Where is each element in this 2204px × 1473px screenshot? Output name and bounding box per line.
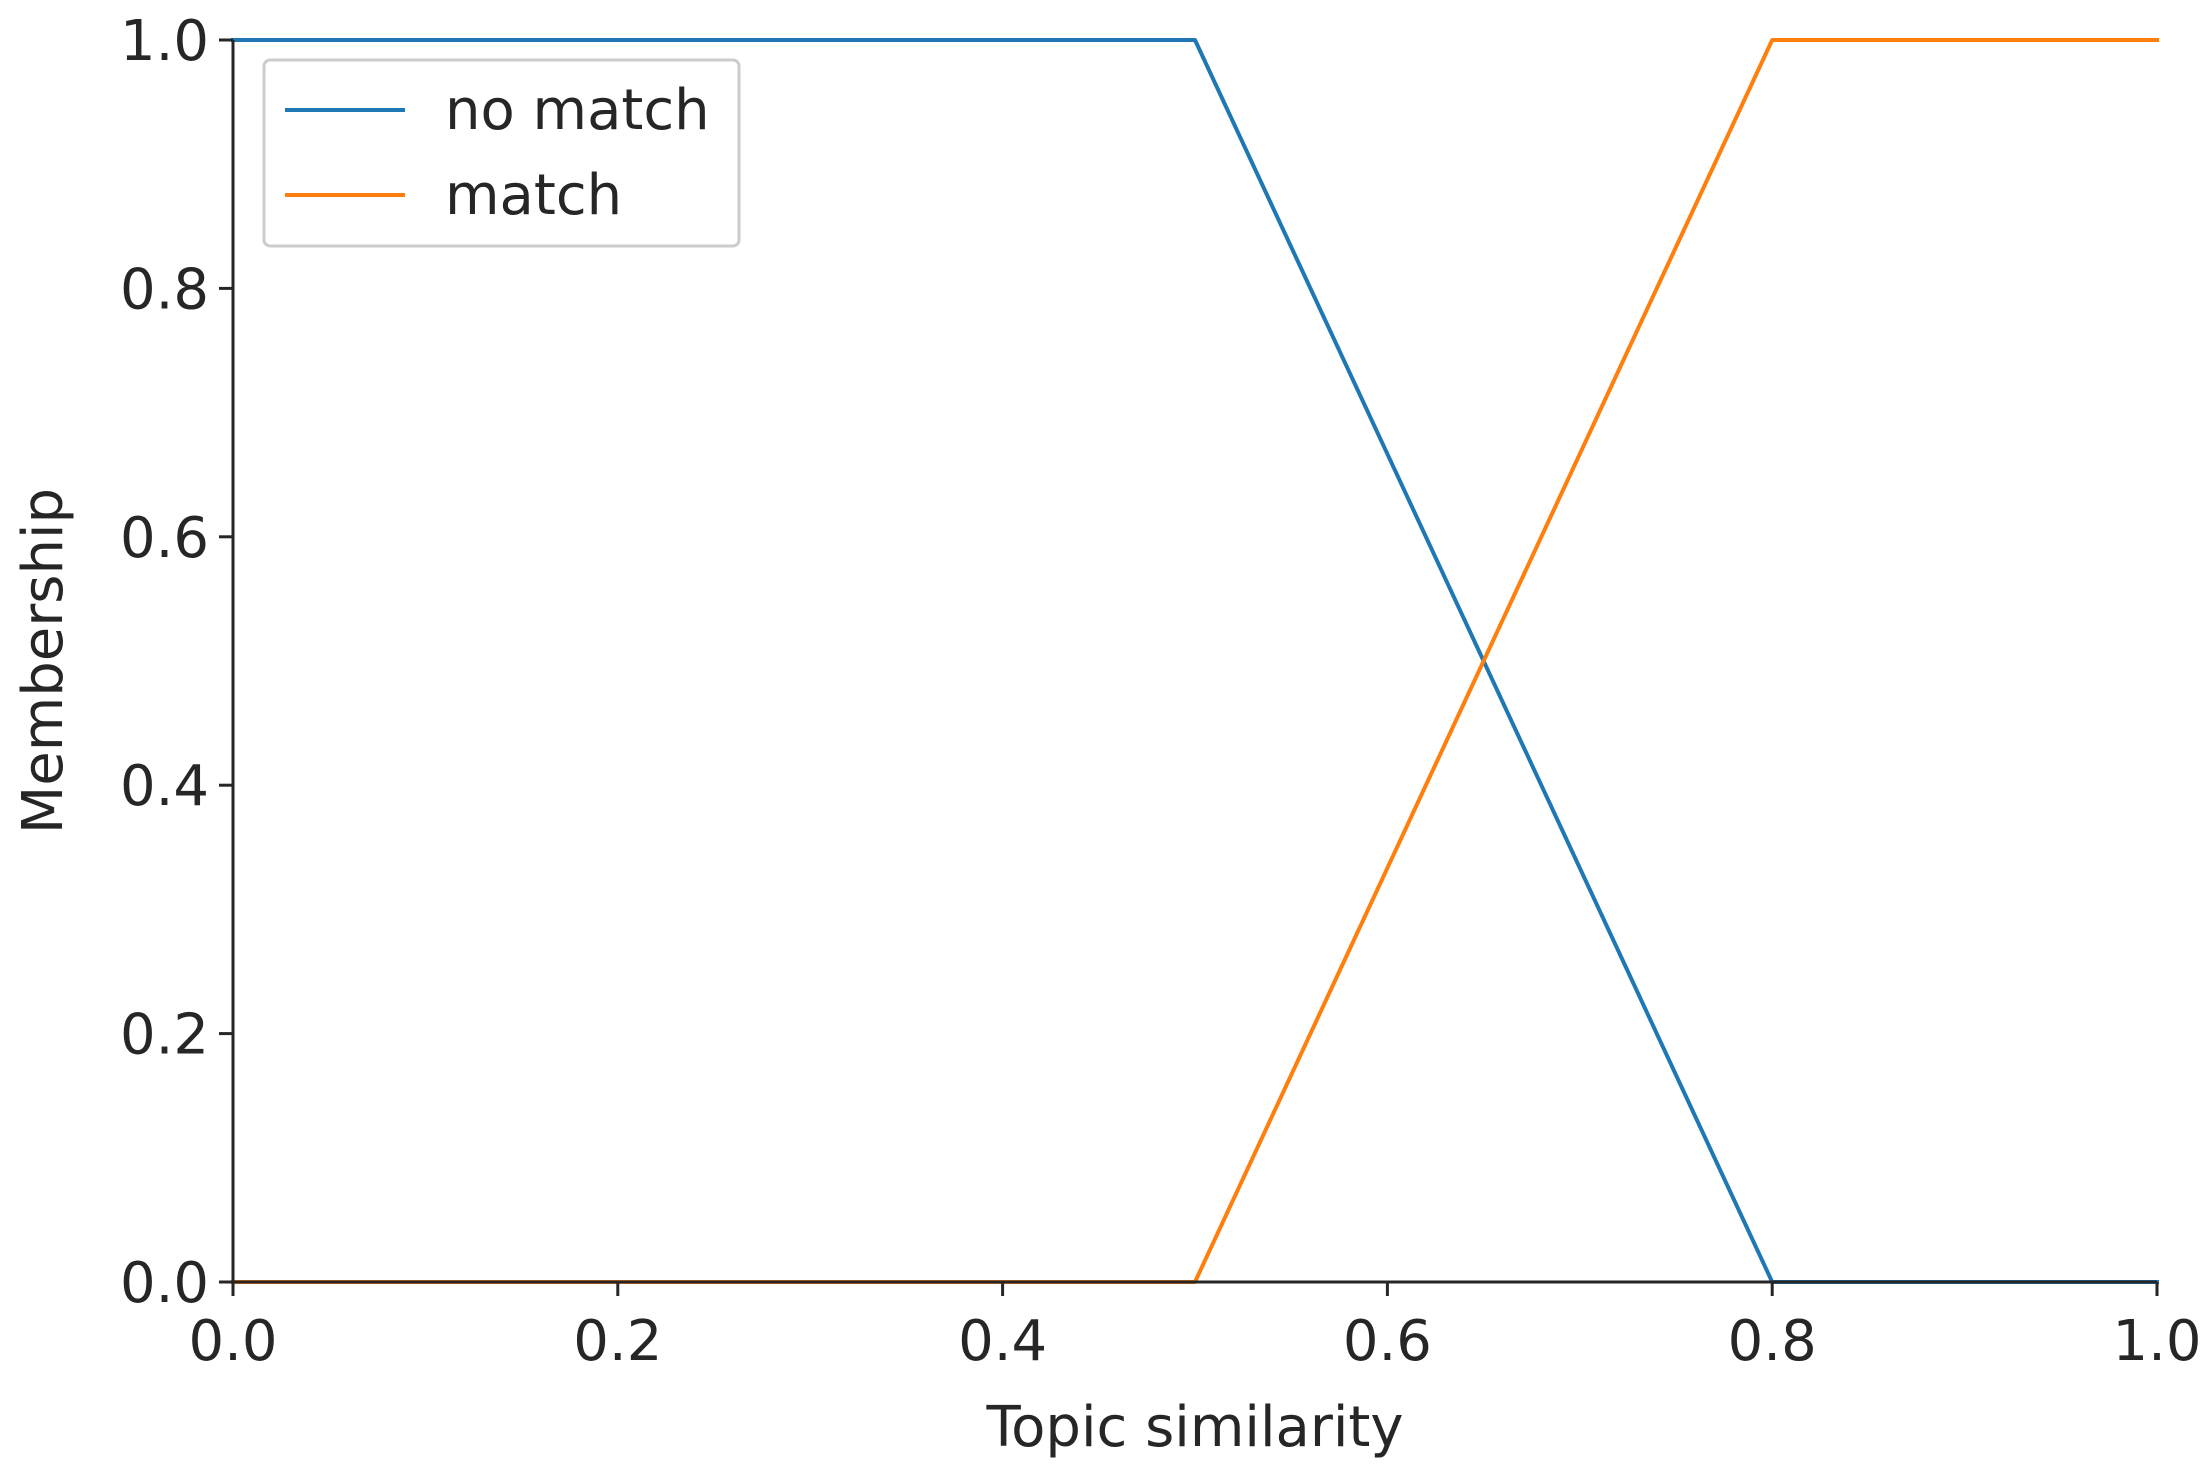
legend-label: no match — [445, 78, 710, 143]
y-axis-label: Membership — [11, 488, 76, 834]
y-tick-label: 0.8 — [120, 257, 209, 322]
x-tick-label: 0.4 — [958, 1309, 1047, 1374]
axes: 0.0 0.2 0.4 0.6 0.8 1.0 0.0 0.2 0.4 0.6 0.8 1.0 Topi… — [11, 9, 2202, 1460]
x-tick-label: 0.0 — [188, 1309, 277, 1374]
y-tick-label: 0.0 — [120, 1251, 209, 1316]
legend: no match match — [262, 58, 741, 248]
y-tick-label: 0.4 — [120, 754, 209, 819]
x-tick-label: 0.2 — [573, 1309, 662, 1374]
x-tick-label: 0.8 — [1728, 1309, 1817, 1374]
legend-label: match — [445, 163, 622, 228]
y-tick-label: 0.6 — [120, 506, 209, 571]
y-tick-label: 0.2 — [120, 1003, 209, 1068]
x-tick-label: 0.6 — [1343, 1309, 1432, 1374]
x-tick-label: 1.0 — [2112, 1309, 2201, 1374]
x-axis-label: Topic similarity — [985, 1395, 1403, 1460]
legend-box — [262, 58, 741, 248]
y-tick-label: 1.0 — [120, 9, 209, 74]
